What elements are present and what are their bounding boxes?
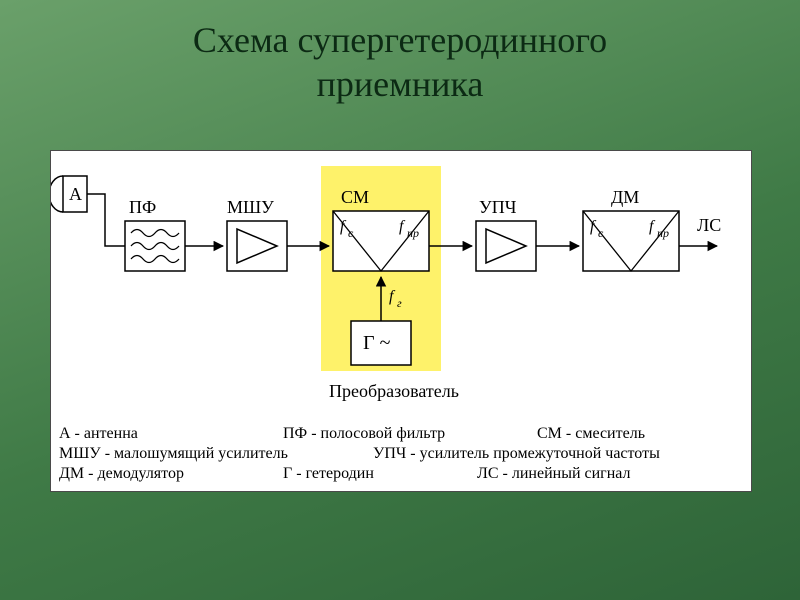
- slide-title: Схема супергетеродинного приемника: [0, 18, 800, 106]
- sm-fc-sub: c: [348, 226, 354, 240]
- slide: Схема супергетеродинного приемника А: [0, 0, 800, 600]
- pf-label: ПФ: [129, 197, 156, 217]
- block-dm: f c f np ДМ: [583, 187, 679, 271]
- mshu-label: МШУ: [227, 197, 274, 217]
- block-pf: ПФ: [125, 197, 185, 271]
- legend-upch: УПЧ - усилитель промежуточной частоты: [373, 445, 660, 463]
- g-label: Г ~: [363, 332, 391, 354]
- antenna-icon: [51, 176, 63, 212]
- g-f-sub: г: [397, 296, 402, 310]
- block-upch: УПЧ: [476, 197, 536, 271]
- legend-row-3: ДМ - демодулятор Г - гетеродин ЛС - лине…: [59, 465, 743, 483]
- sm-fnp-sub: np: [407, 226, 419, 240]
- converter-label: Преобразователь: [329, 381, 459, 401]
- legend-sm: СМ - смеситель: [537, 425, 645, 443]
- block-mshu: МШУ: [227, 197, 287, 271]
- diagram-panel: А ПФ МШУ: [50, 150, 752, 492]
- sm-label: СМ: [341, 187, 369, 207]
- output-label: ЛС: [697, 215, 721, 235]
- upch-label: УПЧ: [479, 197, 517, 217]
- legend-a: А - антенна: [59, 425, 249, 443]
- legend: А - антенна ПФ - полосовой фильтр СМ - с…: [59, 423, 743, 483]
- wire-antenna-pf: [87, 194, 125, 246]
- legend-row-1: А - антенна ПФ - полосовой фильтр СМ - с…: [59, 425, 743, 443]
- title-line-2: приемника: [317, 64, 484, 104]
- legend-pf: ПФ - полосовой фильтр: [283, 425, 503, 443]
- dm-label: ДМ: [611, 187, 639, 207]
- antenna-label: А: [69, 184, 82, 204]
- dm-fc-sub: c: [598, 226, 604, 240]
- title-line-1: Схема супергетеродинного: [193, 20, 607, 60]
- legend-g: Г - гетеродин: [283, 465, 443, 483]
- legend-dm: ДМ - демодулятор: [59, 465, 249, 483]
- legend-mshu: МШУ - малошумящий усилитель: [59, 445, 339, 463]
- block-g: Г ~: [351, 321, 411, 365]
- legend-ls: ЛС - линейный сигнал: [477, 465, 631, 483]
- dm-fnp-sub: np: [657, 226, 669, 240]
- legend-row-2: МШУ - малошумящий усилитель УПЧ - усилит…: [59, 445, 743, 463]
